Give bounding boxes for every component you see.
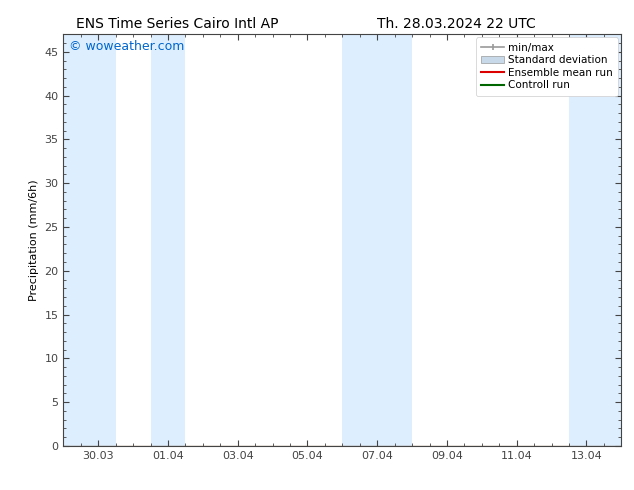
Y-axis label: Precipitation (mm/6h): Precipitation (mm/6h) [29, 179, 39, 301]
Bar [569, 34, 621, 446]
Text: ENS Time Series Cairo Intl AP: ENS Time Series Cairo Intl AP [76, 17, 279, 31]
Text: © woweather.com: © woweather.com [69, 41, 184, 53]
Bar [63, 34, 115, 446]
Bar [150, 34, 185, 446]
Text: Th. 28.03.2024 22 UTC: Th. 28.03.2024 22 UTC [377, 17, 536, 31]
Bar [342, 34, 412, 446]
Legend: min/max, Standard deviation, Ensemble mean run, Controll run: min/max, Standard deviation, Ensemble me… [476, 37, 618, 96]
